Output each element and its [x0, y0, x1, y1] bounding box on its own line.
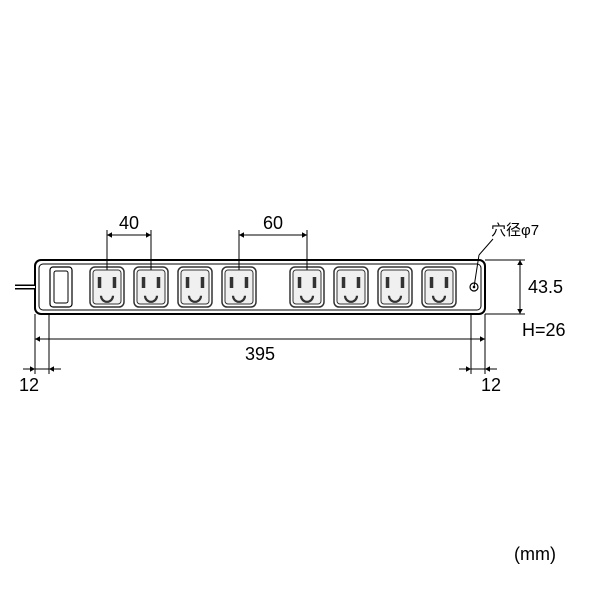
svg-text:40: 40	[119, 213, 139, 233]
svg-text:43.5: 43.5	[528, 277, 563, 297]
svg-text:穴径φ7: 穴径φ7	[491, 222, 539, 239]
svg-text:H=26: H=26	[522, 320, 566, 340]
dimension-diagram: 40 60 395 12 12 43.5 H=26 穴径φ7 (mm)	[0, 0, 600, 600]
svg-text:60: 60	[263, 213, 283, 233]
svg-text:12: 12	[19, 375, 39, 395]
svg-text:395: 395	[245, 344, 275, 364]
svg-text:(mm): (mm)	[514, 544, 556, 564]
svg-text:12: 12	[481, 375, 501, 395]
